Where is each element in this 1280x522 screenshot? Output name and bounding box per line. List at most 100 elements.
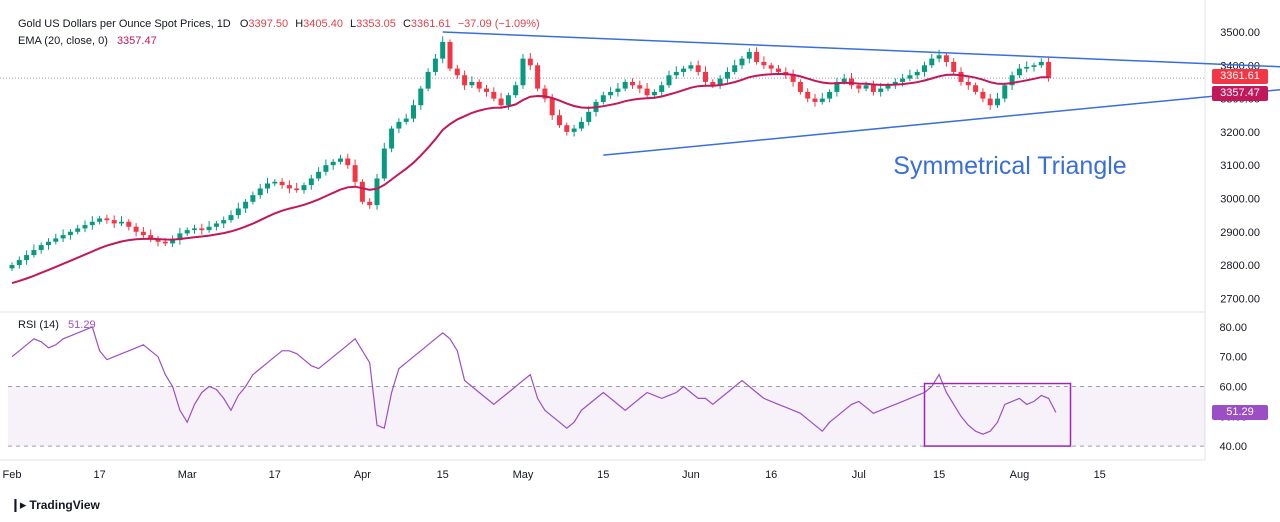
candle-body — [498, 98, 504, 106]
time-tick-label: 17 — [93, 469, 105, 481]
candle-body — [192, 228, 197, 231]
candle-body — [67, 231, 73, 236]
time-tick-label: Jul — [852, 469, 866, 481]
candles-layer — [9, 36, 1052, 272]
candle-body — [367, 201, 373, 206]
candle-body — [914, 71, 920, 76]
candle-body — [542, 88, 548, 99]
rsi-highlight-box[interactable] — [923, 382, 1072, 447]
candle-body — [535, 65, 541, 89]
candle-body — [608, 91, 614, 96]
candle-body — [746, 51, 752, 59]
price-tick-label: 3500.00 — [1220, 27, 1260, 39]
rsi-tick-label: 40.00 — [1219, 441, 1247, 453]
candle-body — [1009, 75, 1015, 86]
candle-body — [1031, 65, 1037, 67]
candle-body — [907, 75, 913, 79]
candle-body — [133, 226, 139, 232]
candle-body — [432, 58, 438, 72]
candle-body — [1002, 85, 1008, 99]
ema-value: 3357.47 — [116, 35, 157, 47]
candle-body — [892, 81, 898, 86]
open-value: 3397.50 — [248, 18, 289, 30]
candle-body — [104, 218, 110, 221]
candle-body — [651, 91, 657, 96]
change-value: −37.09 (−1.09%) — [457, 18, 540, 30]
candle-body — [286, 185, 292, 189]
time-axis[interactable]: Feb 17 Mar 17 Apr 15 May 15 Jun 16 Jul 15 Aug 15 — [3, 469, 1106, 481]
candle-body — [863, 85, 869, 89]
candle-body — [119, 221, 124, 224]
candle-body — [60, 235, 66, 239]
ema-label[interactable]: EMA (20, close, 0) — [18, 35, 108, 47]
candle-body — [980, 91, 986, 99]
tradingview-brand[interactable]: ❙▸ TradingView — [10, 497, 100, 513]
candle-body — [1016, 68, 1022, 76]
open-key: O — [239, 18, 249, 30]
candle-body — [140, 231, 146, 236]
candle-body — [228, 215, 234, 221]
price-tick-label: 3100.00 — [1220, 160, 1260, 172]
high-key: H — [295, 18, 304, 30]
candle-body — [447, 41, 453, 69]
candle-body — [973, 85, 979, 92]
close-value: 3361.61 — [410, 18, 451, 30]
ema-line — [11, 72, 1049, 285]
price-tick-label: 2800.00 — [1220, 260, 1260, 272]
candle-body — [703, 71, 708, 82]
candle-body — [943, 55, 949, 62]
candle-body — [710, 81, 716, 86]
candle-body — [936, 55, 942, 59]
candle-body — [425, 71, 431, 89]
candle-body — [24, 255, 30, 261]
trendlines-layer[interactable] — [442, 31, 1280, 156]
close-key: C — [402, 18, 411, 30]
candle-body — [958, 71, 964, 82]
candle-body — [9, 265, 15, 269]
candle-body — [732, 65, 738, 72]
candle-body — [564, 125, 570, 132]
time-tick-label: Feb — [3, 469, 22, 481]
low-value: 3353.05 — [356, 18, 396, 30]
rsi-tick-label: 80.00 — [1219, 322, 1247, 334]
candle-body — [111, 220, 117, 224]
candle-body — [790, 75, 796, 82]
pattern-annotation[interactable]: Symmetrical Triangle — [893, 152, 1126, 180]
time-tick-label: 17 — [269, 469, 281, 481]
candle-body — [308, 178, 314, 186]
candle-body — [316, 171, 322, 179]
candle-body — [695, 65, 701, 72]
candle-body — [352, 165, 358, 182]
ema-price-tag: 3357.47 — [1212, 86, 1268, 102]
candle-body — [870, 85, 876, 92]
candle-body — [849, 78, 854, 86]
time-tick-label: 15 — [933, 469, 945, 481]
low-key: L — [350, 18, 357, 30]
main-legend: Gold US Dollars per Ounce Spot Prices, 1… — [18, 18, 540, 30]
candle-body — [827, 91, 833, 99]
candle-body — [666, 75, 672, 86]
candle-body — [469, 81, 475, 86]
time-tick-label: Aug — [1010, 469, 1030, 481]
candle-body — [1038, 61, 1044, 66]
rsi-band — [8, 386, 1205, 447]
symbol-title[interactable]: Gold US Dollars per Ounce Spot Prices, 1… — [18, 18, 231, 30]
candle-body — [279, 181, 285, 186]
candle-body — [97, 218, 103, 222]
trendline-upper[interactable] — [442, 31, 1280, 69]
candle-body — [170, 240, 176, 244]
last-price-tag: 3361.61 — [1212, 69, 1268, 85]
candle-body — [681, 68, 687, 72]
candle-body — [440, 41, 446, 59]
candle-body — [812, 98, 818, 102]
candle-body — [637, 85, 643, 89]
candle-body — [1046, 61, 1052, 79]
trendline-lower[interactable] — [603, 85, 1280, 156]
time-tick-label: 15 — [437, 469, 449, 481]
candle-body — [462, 75, 468, 86]
candle-body — [184, 230, 190, 234]
candle-body — [162, 241, 168, 244]
rsi-label[interactable]: RSI (14) — [18, 319, 59, 331]
